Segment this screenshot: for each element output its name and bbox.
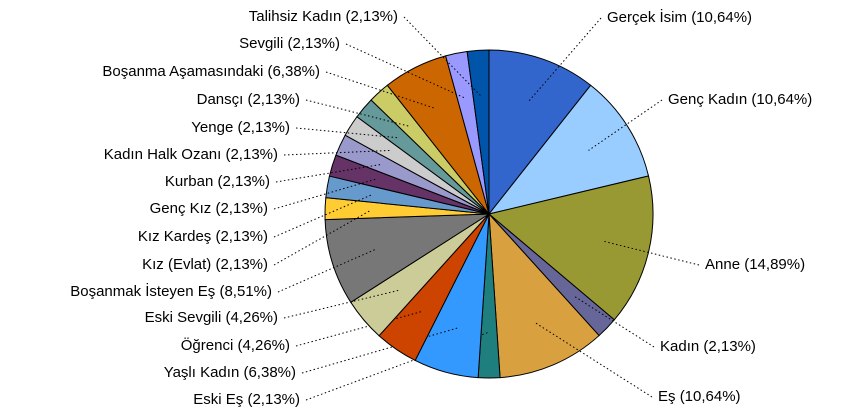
slice-name: Eski Sevgili: [145, 309, 222, 326]
slice-value: (10,64%): [751, 91, 812, 108]
slice-label: Kız Kardeş (2,13%): [138, 228, 268, 245]
slice-label: Dansçı (2,13%): [197, 91, 300, 108]
leader-line: [273, 193, 373, 238]
slice-name: Talihsiz Kadın: [249, 8, 342, 25]
slice-value: (4,26%): [225, 309, 278, 326]
leader-line: [534, 322, 653, 398]
slice-value: (8,51%): [219, 283, 272, 300]
slice-label: Yaşlı Kadın (6,38%): [164, 364, 296, 381]
slice-value: (4,26%): [237, 337, 290, 354]
leader-line: [305, 331, 490, 401]
slice-value: (2,13%): [215, 256, 268, 273]
leader-line: [283, 149, 390, 156]
slice-label: Eş (10,64%): [658, 388, 741, 405]
slice-name: Kurban: [165, 173, 213, 190]
leader-line: [325, 71, 436, 110]
slice-label: Eski Sevgili (4,26%): [145, 309, 278, 326]
slice-label: Genç Kız (2,13%): [150, 200, 268, 217]
slice-label: Boşanma Aşamasındaki (6,38%): [102, 63, 320, 80]
slice-name: Kız (Evlat): [142, 256, 211, 273]
slice-label: Anne (14,89%): [705, 256, 805, 273]
slice-value: (2,13%): [225, 146, 278, 163]
leader-line: [403, 16, 482, 97]
slice-name: Boşanma Aşamasındaki: [102, 63, 263, 80]
slice-name: Gerçek İsim: [607, 8, 687, 26]
leader-line: [603, 240, 700, 266]
slice-label: Kadın Halk Ozanı (2,13%): [104, 146, 278, 163]
slice-name: Kadın: [660, 338, 699, 355]
leader-line: [345, 43, 466, 99]
pie-slice: [324, 213, 491, 303]
slice-name: Yaşlı Kadın: [164, 364, 240, 381]
slice-value: (2,13%): [287, 35, 340, 52]
slice-name: Eski Eş: [193, 391, 243, 408]
slice-value: (6,38%): [243, 364, 296, 381]
pie-slice: [488, 49, 592, 216]
slice-value: (6,38%): [267, 63, 320, 80]
leader-line: [301, 327, 459, 374]
leader-line: [277, 248, 377, 293]
slice-value: (2,13%): [215, 228, 268, 245]
slice-name: Kız Kardeş: [138, 228, 211, 245]
slice-value: (2,13%): [703, 338, 756, 355]
slice-name: Öğrenci: [181, 336, 234, 354]
leader-line: [273, 209, 372, 266]
slice-value: (2,13%): [237, 119, 290, 136]
slice-label: Eski Eş (2,13%): [193, 391, 300, 408]
slice-name: Genç Kadın: [668, 91, 747, 108]
slice-name: Sevgili: [239, 35, 283, 52]
slice-name: Boşanmak İsteyen Eş: [70, 282, 215, 300]
leader-line: [275, 163, 382, 183]
slice-label: Yenge (2,13%): [191, 119, 290, 136]
slice-value: (10,64%): [680, 388, 741, 405]
leader-line: [295, 310, 423, 347]
slice-value: (2,13%): [345, 8, 398, 25]
slice-label: Kadın (2,13%): [660, 338, 756, 355]
pie-slice: [466, 49, 490, 215]
slice-value: (2,13%): [247, 91, 300, 108]
leader-line: [305, 99, 410, 127]
slice-label: Kız (Evlat) (2,13%): [142, 256, 268, 273]
slice-label: Gerçek İsim (10,64%): [607, 8, 752, 26]
slice-label: Öğrenci (4,26%): [181, 336, 290, 354]
pie-slice: [487, 84, 650, 215]
slice-value: (2,13%): [247, 391, 300, 408]
slice-name: Kadın Halk Ozanı: [104, 146, 222, 163]
leader-line: [273, 178, 377, 210]
slice-label: Kurban (2,13%): [165, 173, 270, 190]
slice-value: (14,89%): [744, 256, 805, 273]
slice-label: Boşanmak İsteyen Eş (8,51%): [70, 282, 272, 300]
slice-label: Talihsiz Kadın (2,13%): [249, 8, 398, 25]
slice-name: Dansçı: [197, 91, 244, 108]
slice-name: Anne: [705, 256, 740, 273]
slice-label: Genç Kadın (10,64%): [668, 91, 812, 108]
leader-line: [588, 99, 663, 151]
pie-slice: [488, 212, 600, 379]
slice-label: Sevgili (2,13%): [239, 35, 340, 52]
leader-line: [527, 17, 602, 103]
slice-name: Eş: [658, 388, 676, 405]
slice-name: Yenge: [191, 119, 233, 136]
leader-line: [295, 127, 399, 139]
slice-value: (2,13%): [217, 173, 270, 190]
slice-name: Genç Kız: [150, 200, 212, 217]
slice-value: (2,13%): [215, 200, 268, 217]
slice-value: (10,64%): [691, 9, 752, 26]
